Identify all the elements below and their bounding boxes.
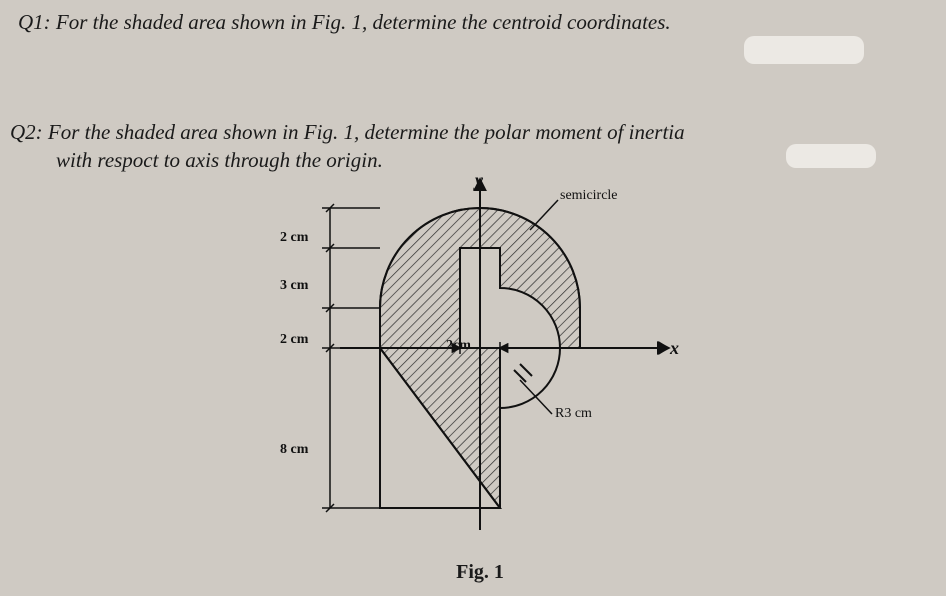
label-semicircle: semicircle: [560, 188, 618, 204]
figure-1: 2 cm 3 cm 2 cm 8 cm 2cm semicircle R3 cm…: [260, 170, 700, 590]
dimension-ladder: [322, 204, 380, 512]
figure-svg: [260, 170, 700, 590]
dim-3cm: 3 cm: [280, 278, 308, 294]
question-2-line1: Q2: For the shaded area shown in Fig. 1,…: [10, 120, 685, 144]
dim-inner-2cm: 2cm: [446, 338, 471, 354]
dim-8cm: 8 cm: [280, 442, 308, 458]
label-radius: R3 cm: [555, 406, 592, 422]
leader-semicircle: [530, 200, 558, 230]
redaction-mark: [744, 36, 864, 64]
redaction-mark: [786, 144, 876, 168]
dim-2cm-mid: 2 cm: [280, 332, 308, 348]
axis-y-label: y: [475, 170, 483, 191]
figure-caption: Fig. 1: [260, 561, 700, 584]
axis-x-label: x: [670, 338, 679, 359]
dim-2cm-top: 2 cm: [280, 230, 308, 246]
question-1: Q1: For the shaded area shown in Fig. 1,…: [18, 8, 928, 36]
